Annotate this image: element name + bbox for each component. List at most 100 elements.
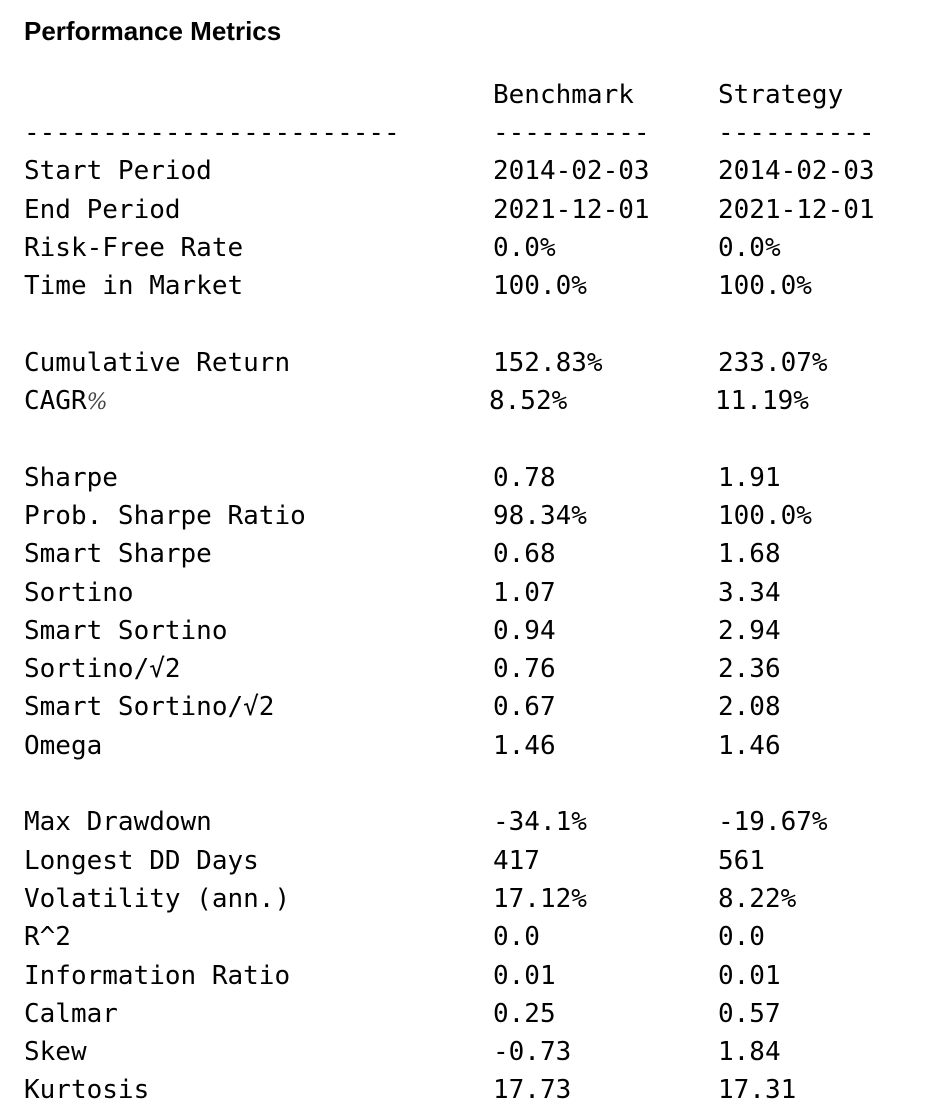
metric-strategy-value: 561 (718, 845, 765, 876)
metric-strategy-value: 2.94 (718, 615, 781, 646)
group-spacer (24, 765, 924, 803)
metric-row: CAGR% 8.52% 11.19% (24, 382, 924, 420)
metric-row: Information Ratio 0.01 0.01 (24, 957, 924, 995)
metric-row: Longest DD Days 417 561 (24, 842, 924, 880)
metric-label-text: Sortino/√2 (24, 654, 181, 685)
metric-benchmark-value: 1.07 (493, 577, 556, 608)
metric-row: End Period 2021-12-01 2021-12-01 (24, 191, 924, 229)
metric-row: Omega 1.46 1.46 (24, 727, 924, 765)
metric-strategy-value: 11.19% (715, 386, 809, 417)
metric-label-text: Max Drawdown (24, 807, 212, 838)
metric-label: Calmar (24, 995, 118, 1033)
metric-label: Sharpe (24, 459, 118, 497)
metric-strategy-value: 2014-02-03 (718, 156, 875, 187)
metric-benchmark-value: 0.94 (493, 615, 556, 646)
metrics-table: Benchmark Strategy ---------------------… (24, 76, 924, 1110)
metric-row: Skew -0.73 1.84 (24, 1033, 924, 1071)
metric-benchmark-value: 417 (493, 845, 540, 876)
metric-label: Skew (24, 1033, 87, 1071)
metric-benchmark-value: 0.01 (493, 960, 556, 991)
metric-benchmark-value: 2021-12-01 (493, 194, 650, 225)
metric-strategy-value: 1.91 (718, 462, 781, 493)
separator-strategy: ---------- (718, 118, 875, 148)
metric-strategy-value: 17.31 (718, 1075, 797, 1106)
metric-benchmark-value: 0.0% (493, 232, 556, 263)
metric-benchmark-value: -0.73 (493, 1037, 572, 1068)
metric-label: Smart Sharpe (24, 535, 212, 573)
metric-label-text: Start Period (24, 156, 212, 187)
metric-label-text: Prob. Sharpe Ratio (24, 500, 306, 531)
metric-label-text: Skew (24, 1037, 87, 1068)
metric-strategy-value: 233.07% (718, 347, 828, 378)
metric-row: Calmar 0.25 0.57 (24, 995, 924, 1033)
metric-label-text: Sortino (24, 577, 134, 608)
metric-strategy-value: 8.22% (718, 883, 797, 914)
metric-label: Sortino/√2 (24, 650, 181, 688)
metric-label-text: Information Ratio (24, 960, 291, 991)
metric-benchmark-value: -34.1% (493, 807, 587, 838)
metric-label-text: Sharpe (24, 462, 118, 493)
metric-benchmark-value: 0.67 (493, 692, 556, 723)
metric-label: Time in Market (24, 267, 243, 305)
metric-row: Kurtosis 17.73 17.31 (24, 1071, 924, 1109)
metric-benchmark-value: 0.76 (493, 654, 556, 685)
metric-label: Prob. Sharpe Ratio (24, 497, 306, 535)
metric-strategy-value: 0.0% (718, 232, 781, 263)
metric-label: Information Ratio (24, 957, 290, 995)
metric-benchmark-value: 0.68 (493, 539, 556, 570)
metric-benchmark-value: 98.34% (493, 500, 587, 531)
metric-benchmark-value: 17.73 (493, 1075, 572, 1106)
metric-strategy-value: 1.46 (718, 730, 781, 761)
page-title: Performance Metrics (24, 16, 282, 46)
metric-strategy-value: 100.0% (718, 271, 812, 302)
metric-strategy-value: 0.0 (718, 922, 765, 953)
metric-label-text: Smart Sortino/√2 (24, 692, 275, 723)
column-header-benchmark: Benchmark (493, 80, 634, 110)
metric-label-text: Kurtosis (24, 1075, 150, 1106)
metric-strategy-value: 2.36 (718, 654, 781, 685)
metric-row: Cumulative Return 152.83% 233.07% (24, 344, 924, 382)
metric-label: Cumulative Return (24, 344, 290, 382)
metric-row: Prob. Sharpe Ratio 98.34% 100.0% (24, 497, 924, 535)
metric-label: R^2 (24, 918, 71, 956)
metric-label-text: Smart Sortino (24, 615, 228, 646)
metric-benchmark-value: 152.83% (493, 347, 603, 378)
metric-row: Max Drawdown -34.1% -19.67% (24, 803, 924, 841)
metric-strategy-value: 1.68 (718, 539, 781, 570)
metric-label: Start Period (24, 152, 212, 190)
metric-strategy-value: 100.0% (718, 500, 812, 531)
metric-strategy-value: 0.57 (718, 998, 781, 1029)
metric-benchmark-value: 0.25 (493, 998, 556, 1029)
metric-benchmark-value: 100.0% (493, 271, 587, 302)
group-spacer (24, 420, 924, 458)
metric-strategy-value: 0.01 (718, 960, 781, 991)
metric-label-text: Volatility (ann.) (24, 883, 291, 914)
metric-label-text: Smart Sharpe (24, 539, 212, 570)
metric-row: Smart Sortino/√2 0.67 2.08 (24, 688, 924, 726)
metric-label-text: Omega (24, 730, 103, 761)
column-header-strategy: Strategy (718, 80, 844, 110)
metric-label: Longest DD Days (24, 842, 259, 880)
separator-label: ------------------------ (24, 118, 400, 148)
metric-label-text: Longest DD Days (24, 845, 259, 876)
metric-label: Max Drawdown (24, 803, 212, 841)
metric-strategy-value: 3.34 (718, 577, 781, 608)
metric-benchmark-value: 2014-02-03 (493, 156, 650, 187)
metric-benchmark-value: 0.0 (493, 922, 540, 953)
metric-row: Risk-Free Rate 0.0% 0.0% (24, 229, 924, 267)
metric-row: Sharpe 0.78 1.91 (24, 459, 924, 497)
metric-label-text: Cumulative Return (24, 347, 291, 378)
metric-row: Time in Market 100.0% 100.0% (24, 267, 924, 305)
metric-row: Smart Sortino 0.94 2.94 (24, 612, 924, 650)
separator-row: ------------------------ ---------- ----… (24, 114, 924, 152)
metric-label: Omega (24, 727, 102, 765)
metric-row: Sortino 1.07 3.34 (24, 574, 924, 612)
metric-benchmark-value: 1.46 (493, 730, 556, 761)
metric-row: R^2 0.0 0.0 (24, 918, 924, 956)
metric-label-text: Time in Market (24, 271, 244, 302)
group-spacer (24, 305, 924, 343)
metric-strategy-value: 1.84 (718, 1037, 781, 1068)
metric-label-text: CAGR (24, 386, 87, 417)
metric-strategy-value: -19.67% (718, 807, 828, 838)
metric-row: Start Period 2014-02-03 2014-02-03 (24, 152, 924, 190)
